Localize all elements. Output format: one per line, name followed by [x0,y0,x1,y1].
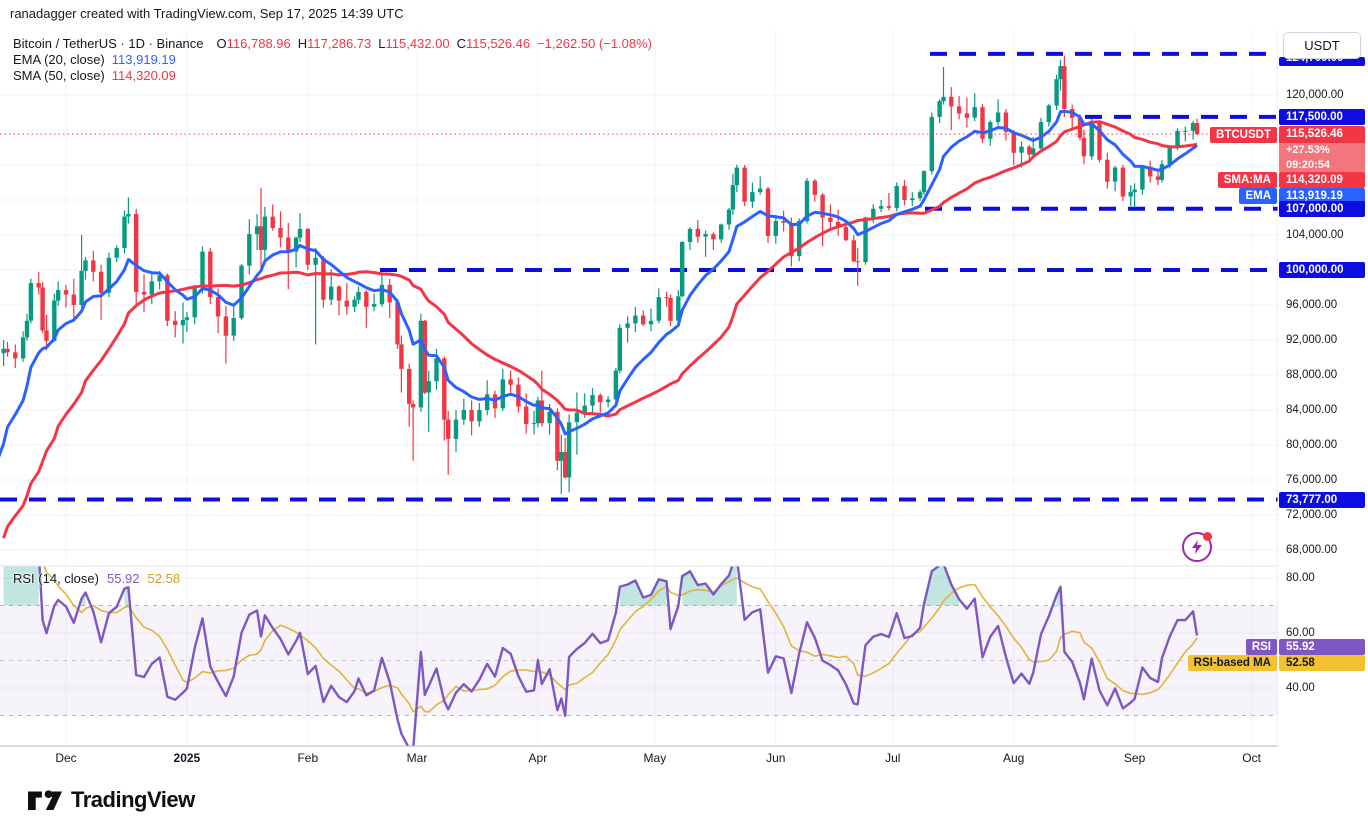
time-axis-label: Apr [528,751,548,765]
price-tick-label: 72,000.00 [1286,509,1338,521]
last-price-change-pct: +27.53% [1279,143,1365,158]
time-axis-label: Jun [766,751,786,765]
price-tick-label: 76,000.00 [1286,474,1338,486]
alert-notification-dot [1203,532,1212,541]
rsi-tick-label: 60.00 [1286,627,1315,639]
price-tick-label: 96,000.00 [1286,299,1338,311]
price-tick-label: 68,000.00 [1286,544,1338,556]
time-axis-label: May [643,751,667,765]
rsi-tick-label: 80.00 [1286,572,1315,584]
time-axis-label: Sep [1123,751,1146,765]
sma-axis-badge: 114,320.09 [1279,172,1365,188]
rsi-tick-label: 40.00 [1286,682,1315,694]
ohlc-close: C115,526.46 [456,36,531,51]
rsi-axis-badge: 55.92 [1279,639,1365,655]
rsi-legend-row[interactable]: RSI (14, close) 55.92 52.58 [13,571,180,586]
price-tick-label: 88,000.00 [1286,369,1338,381]
rsi-ma-value: 52.58 [147,571,181,586]
time-axis-label: Aug [1003,751,1025,765]
rsi-label: RSI (14, close) [13,571,99,586]
level-axis-badge: 107,000.00 [1279,200,1365,217]
tradingview-logo-text: TradingView [71,787,195,812]
price-tick-label: 92,000.00 [1286,334,1338,346]
ema-label: EMA (20, close) [13,52,105,67]
ema-value: 113,919.19 [111,52,176,67]
rsi-ma-floating-label: RSI-based MA [1187,655,1277,671]
sma-value: 114,320.09 [111,68,176,83]
rsi-floating-label: RSI [1245,639,1277,655]
time-axis-label: Jul [885,751,901,765]
symbol-floating-label: BTCUSDT [1210,127,1277,143]
ohlc-open: O116,788.96 [216,36,291,51]
level-axis-badge: 117,500.00 [1279,108,1365,125]
sma-legend-row[interactable]: SMA (50, close) 114,320.09 [13,68,652,84]
level-axis-badge: 73,777.00 [1279,491,1365,508]
ohlc-low: L115,432.00 [378,36,450,51]
time-axis-label: Mar [406,751,428,765]
ema-floating-label: EMA [1239,188,1277,204]
time-axis-label: Oct [1242,751,1261,765]
time-axis-label: Dec [55,751,77,765]
last-price-countdown: 09:20:54 [1279,158,1365,173]
ema-axis-badge: 113,919.19 [1279,188,1365,204]
price-tick-label: 84,000.00 [1286,404,1338,416]
tradingview-logo-glyph [28,790,62,811]
attribution-text: ranadagger created with TradingView.com,… [10,6,404,21]
symbol-legend: Bitcoin / TetherUS · 1D · Binance O116,7… [13,36,652,84]
last-price-badge: 115,526.46 +27.53% 09:20:54 [1279,126,1365,173]
currency-toggle-button[interactable]: USDT [1283,32,1361,59]
price-tick-label: 104,000.00 [1286,229,1344,241]
ema-legend-row[interactable]: EMA (20, close) 113,919.19 [13,52,652,68]
rsi-ma-axis-badge: 52.58 [1279,655,1365,671]
ohlc-high: H117,286.73 [297,36,372,51]
price-axis[interactable]: USDT 124,700.00 115,526.46 +27.53% 09:20… [1278,0,1368,772]
price-tick-label: 120,000.00 [1286,89,1344,101]
tradingview-logo[interactable]: TradingView [28,786,195,814]
time-axis-label: 2025 [173,751,201,765]
rsi-value: 55.92 [106,571,140,586]
level-axis-badge: 100,000.00 [1279,262,1365,278]
time-axis[interactable]: Dec 2025 Feb Mar Apr May Jun Jul Aug Sep Oct [0,747,1368,772]
last-price-value: 115,526.46 [1279,126,1365,143]
symbol-title[interactable]: Bitcoin / TetherUS · 1D · Binance [13,36,204,51]
sma-label: SMA (50, close) [13,68,105,83]
lightning-alert-icon[interactable] [1182,532,1212,562]
change-value: −1,262.50 (−1.08%) [537,36,653,51]
lightning-bolt-glyph [1192,540,1202,554]
level-badge-top-clipped: 124,700.00 [1279,57,1365,66]
symbol-legend-row[interactable]: Bitcoin / TetherUS · 1D · Binance O116,7… [13,36,652,52]
price-tick-label: 80,000.00 [1286,439,1338,451]
time-axis-label: Feb [297,751,319,765]
sma-floating-label: SMA:MA [1217,172,1277,188]
